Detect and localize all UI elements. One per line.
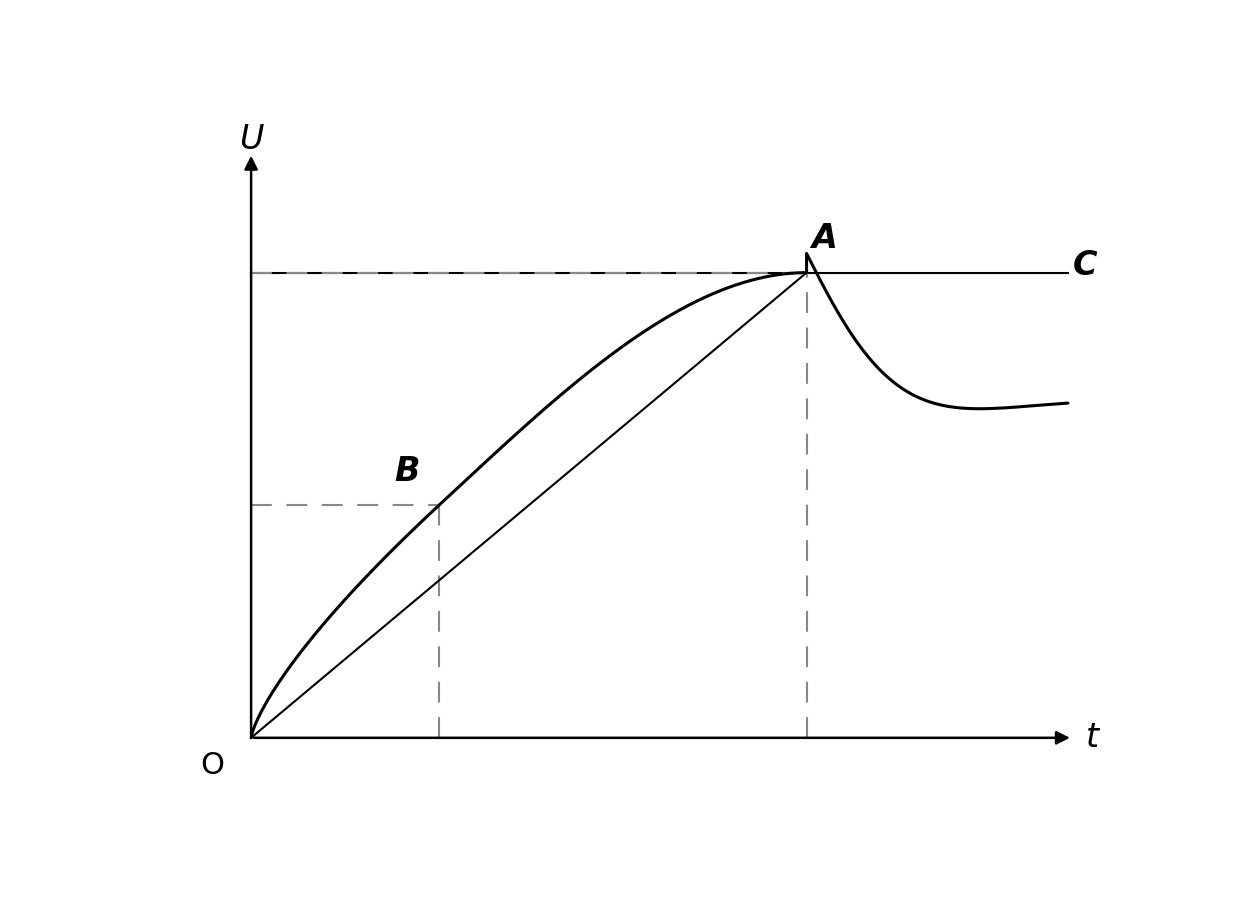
Text: B: B [394, 455, 420, 488]
Text: C: C [1073, 249, 1097, 282]
Text: A: A [811, 222, 837, 255]
Text: t: t [1085, 721, 1099, 754]
Text: O: O [201, 751, 224, 780]
Text: U: U [239, 122, 263, 156]
